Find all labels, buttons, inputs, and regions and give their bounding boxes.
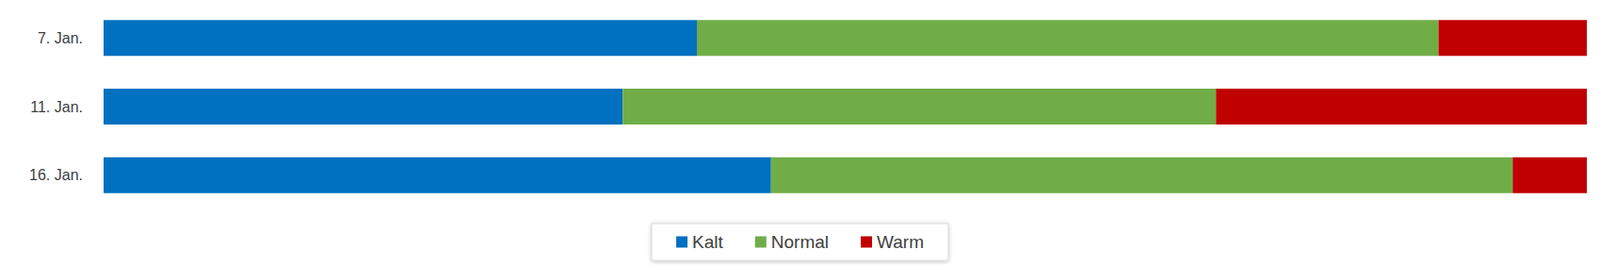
svg-text:Normal: Normal	[771, 231, 829, 252]
svg-text:16. Jan.: 16. Jan.	[29, 166, 83, 183]
svg-text:7. Jan.: 7. Jan.	[37, 30, 83, 47]
svg-text:Warm: Warm	[876, 231, 924, 252]
svg-text:Kalt: Kalt	[692, 231, 724, 252]
svg-text:11. Jan.: 11. Jan.	[30, 98, 83, 115]
